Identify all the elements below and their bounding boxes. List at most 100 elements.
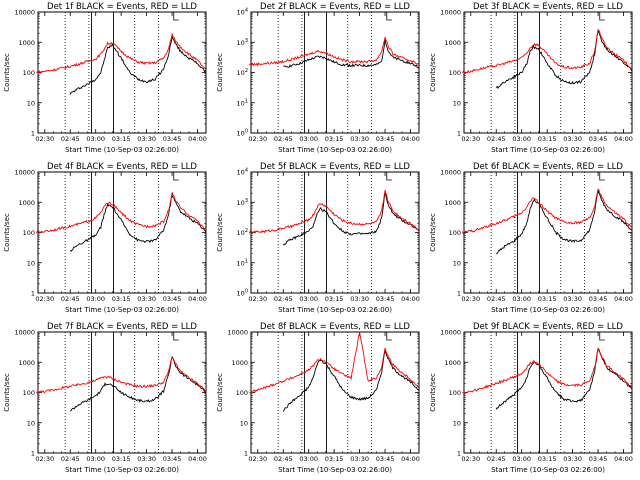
x-tick-label: 03:00 [86,295,105,303]
x-tick-label: 04:00 [188,295,207,303]
y-tick-label: 1 [457,130,461,138]
chart-title: Det 1f BLACK = Events, RED = LLD [47,2,197,12]
y-tick-label: 1 [31,450,35,458]
x-tick-label: 03:15 [325,135,344,143]
x-tick-label: 04:00 [188,455,207,463]
series-line-events [69,194,207,252]
y-tick-label: 1 [457,450,461,458]
x-tick-label: 03:45 [163,455,182,463]
x-tick-label: 02:30 [461,455,480,463]
plot-frame [463,331,633,454]
plot-frame [250,171,420,294]
x-tick-label: 03:00 [299,135,318,143]
panel-det-5: Det 5f BLACK = Events, RED = LLD 100 101 10… [213,160,426,320]
chart-svg: Det 8f BLACK = Events, RED = LLD 1 10 100 10… [216,322,420,474]
chart-title: Det 6f BLACK = Events, RED = LLD [473,162,623,172]
chart-svg: Det 7f BLACK = Events, RED = LLD 1 10 100 10… [3,322,207,474]
y-axis-label: Counts/sec [216,53,224,92]
chart-title: Det 7f BLACK = Events, RED = LLD [47,322,197,332]
x-axis-label: Start Time (10-Sep-03 02:26:00) [278,466,392,474]
y-tick-label: 100 [449,69,461,77]
series-line-events [282,192,420,246]
x-tick-label: 03:00 [512,455,531,463]
x-tick-label: 04:00 [614,455,633,463]
x-tick-label: 04:00 [188,135,207,143]
y-tick-label: 10 [27,259,35,267]
y-tick-label: 101 [237,258,248,267]
accumulation-bracket [173,12,179,21]
x-axis-label: Start Time (10-Sep-03 02:26:00) [65,466,179,474]
y-tick-label: 10 [240,419,248,427]
series-line-events [69,355,207,412]
x-tick-label: 03:30 [563,295,582,303]
x-tick-label: 02:30 [461,295,480,303]
y-axis-label: Counts/sec [216,373,224,412]
y-tick-label: 1 [244,450,248,458]
y-axis-label: Counts/sec [429,53,437,92]
x-axis-label: Start Time (10-Sep-03 02:26:00) [491,306,605,314]
accumulation-bracket [386,172,392,181]
y-tick-label: 1000 [444,39,461,47]
x-tick-label: 03:30 [350,135,369,143]
accumulation-bracket [386,332,392,341]
series-line-lld [249,331,420,394]
x-axis-label: Start Time (10-Sep-03 02:26:00) [491,146,605,154]
x-tick-label: 03:00 [512,135,531,143]
x-tick-label: 03:15 [538,295,557,303]
series-line-events [282,349,420,412]
x-tick-label: 03:30 [350,455,369,463]
y-tick-label: 100 [237,289,248,298]
x-tick-label: 03:45 [589,135,608,143]
chart-svg: Det 4f BLACK = Events, RED = LLD 1 10 100 10… [3,162,207,314]
x-tick-label: 02:45 [61,295,80,303]
y-tick-label: 103 [237,198,248,207]
chart-title: Det 3f BLACK = Events, RED = LLD [473,2,623,12]
y-tick-label: 104 [237,8,248,17]
y-tick-label: 10 [453,419,461,427]
y-axis-label: Counts/sec [429,213,437,252]
x-tick-label: 02:45 [274,455,293,463]
y-tick-label: 100 [23,229,35,237]
chart-svg: Det 2f BLACK = Events, RED = LLD 100 101 10… [216,2,420,154]
y-tick-label: 10 [27,419,35,427]
y-tick-label: 1000 [18,199,35,207]
y-tick-label: 102 [237,228,248,237]
y-tick-label: 10 [453,99,461,107]
x-tick-label: 02:45 [274,295,293,303]
x-tick-label: 03:45 [589,295,608,303]
y-axis-label: Counts/sec [429,373,437,412]
accumulation-bracket [173,172,179,181]
x-axis-label: Start Time (10-Sep-03 02:26:00) [65,146,179,154]
x-tick-label: 04:00 [614,295,633,303]
x-tick-label: 04:00 [401,135,420,143]
plot-frame [37,331,207,454]
panel-det-4: Det 4f BLACK = Events, RED = LLD 1 10 100 10… [0,160,213,320]
x-tick-label: 03:30 [137,455,156,463]
x-tick-label: 02:45 [61,455,80,463]
y-tick-label: 104 [237,168,248,177]
panel-det-8: Det 8f BLACK = Events, RED = LLD 1 10 100 10… [213,320,426,480]
y-tick-label: 101 [237,98,248,107]
panel-det-7: Det 7f BLACK = Events, RED = LLD 1 10 100 10… [0,320,213,480]
x-tick-label: 04:00 [401,455,420,463]
x-tick-label: 03:45 [376,295,395,303]
x-tick-label: 03:15 [538,135,557,143]
panel-det-2: Det 2f BLACK = Events, RED = LLD 100 101 10… [213,0,426,160]
series-line-lld [461,28,633,74]
y-tick-label: 103 [237,38,248,47]
y-tick-label: 100 [449,229,461,237]
x-tick-label: 03:15 [538,455,557,463]
x-tick-label: 03:30 [137,295,156,303]
chart-svg: Det 6f BLACK = Events, RED = LLD 1 10 100 10… [429,162,633,314]
x-tick-label: 02:30 [35,455,54,463]
x-tick-label: 02:30 [248,455,267,463]
y-tick-label: 10000 [440,329,461,337]
y-tick-label: 1000 [18,39,35,47]
x-tick-label: 03:30 [563,135,582,143]
panel-det-1: Det 1f BLACK = Events, RED = LLD 1 10 100 10… [0,0,213,160]
x-tick-label: 03:00 [86,135,105,143]
x-tick-label: 02:45 [274,135,293,143]
chart-svg: Det 3f BLACK = Events, RED = LLD 1 10 100 10… [429,2,633,154]
y-axis-label: Counts/sec [216,213,224,252]
